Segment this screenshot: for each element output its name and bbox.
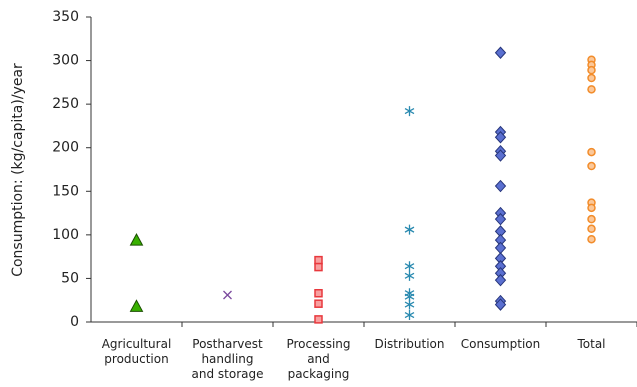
marker (494, 46, 507, 59)
marker (587, 224, 596, 234)
marker (404, 261, 415, 272)
marker (494, 212, 507, 226)
marker (223, 290, 232, 300)
marker (587, 85, 596, 94)
marker (494, 273, 507, 287)
x-tick-label: Distribution (374, 337, 444, 351)
y-tick-label: 50 (61, 270, 79, 286)
marker (494, 149, 507, 162)
marker (494, 179, 507, 193)
x-tick-label: Processing (286, 337, 350, 351)
marker (314, 262, 323, 272)
x-tick-label: handling (201, 352, 253, 366)
marker (587, 234, 596, 244)
marker (314, 315, 323, 324)
marker (314, 288, 323, 298)
marker (587, 73, 596, 83)
x-tick-label: Total (576, 337, 605, 351)
x-tick-label: packaging (288, 367, 350, 381)
marker (314, 255, 323, 265)
marker (494, 298, 507, 311)
y-tick-label: 350 (52, 9, 79, 25)
marker (587, 65, 596, 75)
x-tick-label: production (104, 352, 168, 366)
y-tick-label: 0 (70, 314, 79, 330)
y-tick-label: 200 (52, 140, 79, 156)
y-tick-label: 300 (52, 53, 79, 69)
x-tick-label: and (307, 352, 330, 366)
marker (494, 241, 507, 255)
marker (314, 299, 323, 308)
y-tick-label: 150 (52, 183, 79, 199)
y-tick-label: 250 (52, 96, 79, 112)
y-tick-label: 100 (52, 227, 79, 243)
marker (404, 299, 415, 310)
marker (494, 131, 507, 144)
marker (404, 106, 415, 117)
marker (129, 233, 144, 246)
marker (587, 161, 596, 171)
x-tick-label: Postharvest (192, 337, 263, 351)
marker (587, 203, 596, 213)
x-tick-label: Agricultural (102, 337, 172, 351)
y-axis-label: Consumption: (kg/capita)/year (10, 63, 26, 277)
marker (404, 224, 415, 235)
x-tick-label: and storage (192, 367, 264, 381)
marker (404, 310, 415, 321)
marker (404, 270, 415, 281)
marker (587, 147, 596, 157)
marker (587, 214, 596, 224)
x-tick-label: Consumption (461, 337, 540, 351)
marker (129, 299, 144, 312)
